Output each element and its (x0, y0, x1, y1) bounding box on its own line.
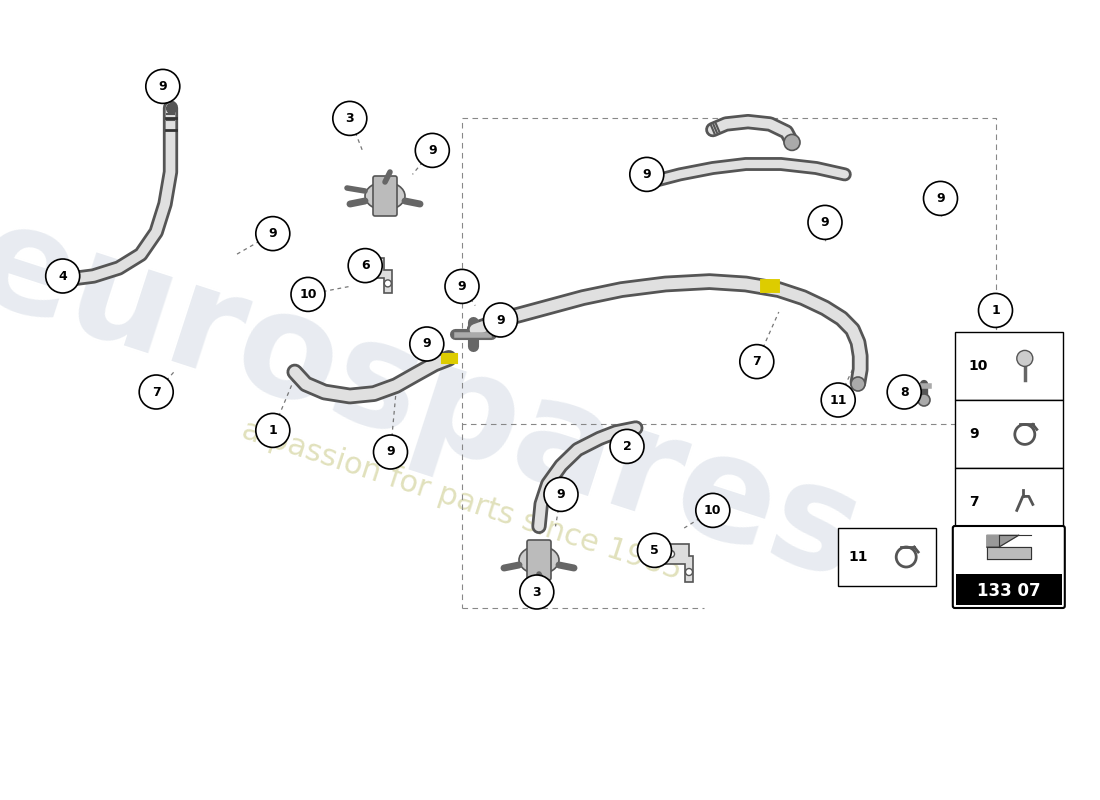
Circle shape (374, 435, 407, 469)
Circle shape (685, 569, 693, 575)
Circle shape (1016, 350, 1033, 366)
FancyBboxPatch shape (955, 400, 1063, 468)
Circle shape (333, 102, 366, 135)
Ellipse shape (365, 182, 405, 210)
Text: 7: 7 (969, 495, 978, 509)
Circle shape (979, 294, 1012, 327)
Circle shape (888, 375, 921, 409)
Circle shape (924, 182, 957, 215)
Circle shape (696, 494, 729, 527)
Text: 133 07: 133 07 (977, 582, 1041, 599)
Circle shape (851, 377, 865, 391)
Text: 9: 9 (458, 280, 466, 293)
Polygon shape (354, 258, 392, 294)
Circle shape (410, 327, 443, 361)
Circle shape (784, 134, 800, 150)
Text: 9: 9 (936, 192, 945, 205)
Text: 9: 9 (268, 227, 277, 240)
Circle shape (140, 375, 173, 409)
Circle shape (361, 265, 367, 272)
Circle shape (1015, 424, 1035, 445)
FancyBboxPatch shape (953, 526, 1065, 608)
Circle shape (740, 345, 773, 378)
Text: 9: 9 (422, 338, 431, 350)
Circle shape (668, 550, 674, 558)
Circle shape (630, 158, 663, 191)
Circle shape (544, 478, 578, 511)
Circle shape (484, 303, 517, 337)
Text: 9: 9 (386, 446, 395, 458)
Text: 11: 11 (829, 394, 847, 406)
Circle shape (918, 394, 930, 406)
Text: 9: 9 (821, 216, 829, 229)
Circle shape (349, 249, 382, 282)
Circle shape (384, 280, 392, 287)
Text: 8: 8 (900, 386, 909, 398)
Text: 10: 10 (969, 359, 988, 373)
Text: 10: 10 (704, 504, 722, 517)
Text: 7: 7 (152, 386, 161, 398)
FancyBboxPatch shape (956, 574, 1062, 605)
Text: 9: 9 (642, 168, 651, 181)
Text: 2: 2 (623, 440, 631, 453)
Text: 1: 1 (268, 424, 277, 437)
FancyBboxPatch shape (838, 528, 936, 586)
Polygon shape (987, 547, 1031, 559)
Polygon shape (656, 544, 693, 582)
Circle shape (822, 383, 855, 417)
Text: a passion for parts since 1985: a passion for parts since 1985 (239, 415, 685, 585)
Circle shape (520, 575, 553, 609)
Circle shape (808, 206, 842, 239)
Text: 3: 3 (532, 586, 541, 598)
Circle shape (638, 534, 671, 567)
FancyBboxPatch shape (955, 468, 1063, 536)
Ellipse shape (519, 546, 559, 574)
Text: 4: 4 (58, 270, 67, 282)
Circle shape (292, 278, 324, 311)
Text: 10: 10 (299, 288, 317, 301)
Text: 9: 9 (557, 488, 565, 501)
Circle shape (896, 547, 916, 567)
Text: 11: 11 (848, 550, 868, 564)
Circle shape (256, 217, 289, 250)
Text: 9: 9 (428, 144, 437, 157)
Text: 6: 6 (361, 259, 370, 272)
Circle shape (416, 134, 449, 167)
Text: 3: 3 (345, 112, 354, 125)
Text: eurospares: eurospares (0, 190, 878, 610)
Text: 5: 5 (650, 544, 659, 557)
Polygon shape (987, 535, 1019, 547)
Circle shape (446, 270, 478, 303)
FancyBboxPatch shape (527, 540, 551, 580)
Circle shape (256, 414, 289, 447)
Text: 7: 7 (752, 355, 761, 368)
Text: 9: 9 (969, 427, 978, 441)
FancyBboxPatch shape (955, 332, 1063, 400)
Circle shape (46, 259, 79, 293)
FancyBboxPatch shape (373, 176, 397, 216)
Circle shape (146, 70, 179, 103)
Circle shape (610, 430, 643, 463)
Text: 9: 9 (496, 314, 505, 326)
Text: 9: 9 (158, 80, 167, 93)
Text: 1: 1 (991, 304, 1000, 317)
